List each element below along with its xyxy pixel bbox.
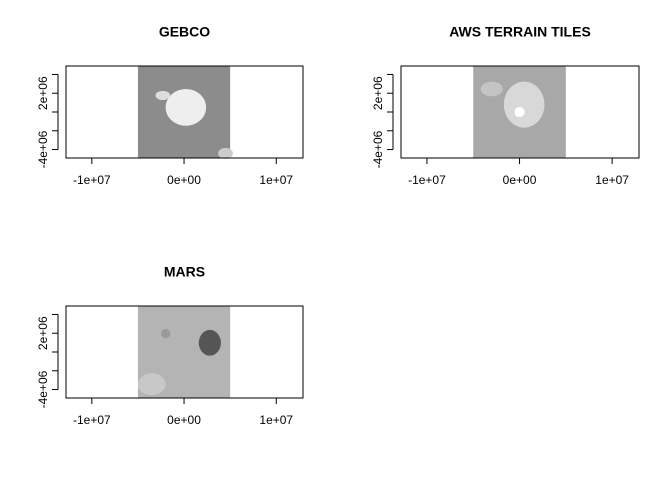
y-tick-label: 2e+06 [371, 76, 385, 110]
y-tick-label: -4e+06 [371, 130, 385, 168]
raster-feature [503, 81, 545, 128]
x-tick-label: 1e+07 [259, 413, 293, 427]
x-tick-label: -1e+07 [408, 173, 446, 187]
raster-feature [160, 329, 171, 339]
raster-feature [137, 373, 166, 396]
x-tick-label: 0e+00 [167, 413, 201, 427]
x-tick-label: 0e+00 [167, 173, 201, 187]
x-tick-label: 1e+07 [259, 173, 293, 187]
x-tick-label: -1e+07 [73, 413, 111, 427]
chart-title: MARS [164, 264, 205, 280]
raster-features [480, 81, 545, 128]
chart-title: GEBCO [159, 24, 210, 40]
y-tick-label: -4e+06 [36, 130, 50, 168]
x-tick-label: 0e+00 [503, 173, 537, 187]
y-tick-label: -4e+06 [36, 370, 50, 408]
raster-features [137, 329, 221, 396]
x-tick-label: 1e+07 [595, 173, 629, 187]
raster-feature [514, 106, 525, 118]
chart-title: AWS TERRAIN TILES [449, 24, 591, 40]
raster-feature [198, 329, 221, 356]
y-tick-label: 2e+06 [36, 76, 50, 110]
raster-features [155, 89, 233, 159]
raster-feature [480, 81, 503, 97]
raster-feature [218, 147, 233, 159]
y-tick-label: 2e+06 [36, 316, 50, 350]
x-tick-label: -1e+07 [73, 173, 111, 187]
raster-feature [165, 89, 207, 126]
raster-feature [155, 90, 171, 101]
